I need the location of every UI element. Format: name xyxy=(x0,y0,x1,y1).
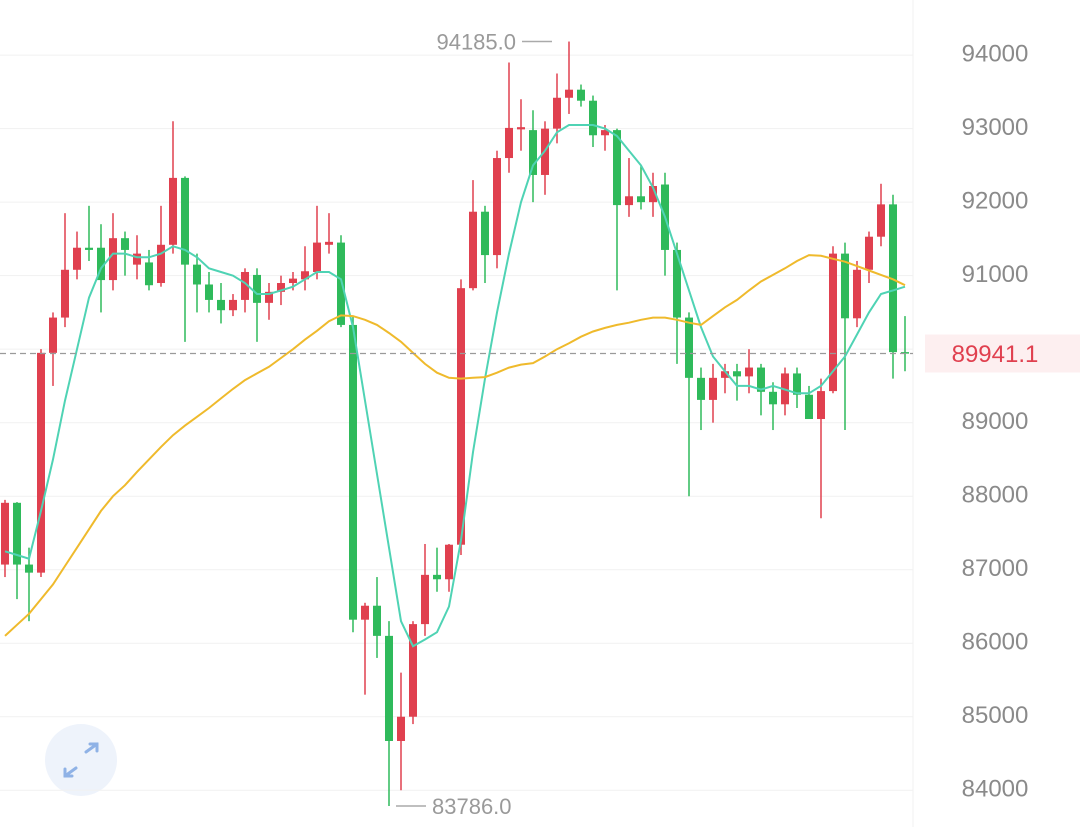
candle-body xyxy=(709,377,717,400)
candle-body xyxy=(817,391,825,420)
last-price-badge xyxy=(925,334,1080,373)
candle-body xyxy=(205,284,213,300)
candle-body xyxy=(49,317,57,353)
candle-body xyxy=(13,502,21,565)
candle-body xyxy=(865,236,873,270)
y-tick-label: 87000 xyxy=(962,555,1029,582)
candle-body xyxy=(97,247,105,281)
candle-body xyxy=(637,196,645,203)
candle-body xyxy=(733,371,741,377)
candle-body xyxy=(589,100,597,136)
candle-body xyxy=(121,238,129,250)
low-marker-label: 83786.0 xyxy=(432,794,512,819)
candle-body xyxy=(457,288,465,545)
expand-icon[interactable] xyxy=(63,742,99,778)
candle-body xyxy=(565,89,573,98)
candle-body xyxy=(649,185,657,203)
candle-body xyxy=(613,130,621,206)
moving-average-line xyxy=(4,124,906,648)
y-tick-label: 88000 xyxy=(962,482,1029,509)
candle-body xyxy=(493,158,501,256)
candle-body xyxy=(721,371,729,378)
candle-body xyxy=(673,249,681,318)
candle-body xyxy=(85,247,93,250)
candle-body xyxy=(289,278,297,284)
y-tick-label: 91000 xyxy=(962,261,1029,288)
candle-body xyxy=(145,262,153,286)
candle-body xyxy=(229,299,237,311)
candle-body xyxy=(601,130,609,136)
candle-body xyxy=(361,605,369,620)
y-tick-label: 94000 xyxy=(962,40,1029,67)
candle-body xyxy=(805,394,813,420)
y-tick-label: 86000 xyxy=(962,629,1029,656)
candle-body xyxy=(697,377,705,400)
last-price-label: 89941.1 xyxy=(952,341,1039,368)
expand-button[interactable] xyxy=(45,724,117,796)
candle-body xyxy=(421,574,429,625)
candle-body xyxy=(469,211,477,289)
candle-body xyxy=(409,624,417,717)
candle-body xyxy=(481,211,489,256)
candle-body xyxy=(241,271,249,300)
grid xyxy=(0,54,913,791)
candle-body xyxy=(313,242,321,272)
y-tick-label: 84000 xyxy=(962,776,1029,803)
candle-body xyxy=(349,324,357,620)
candle-body xyxy=(505,127,513,159)
candle-body xyxy=(853,269,861,319)
candle-body xyxy=(517,127,525,130)
candle-body xyxy=(901,352,909,354)
candle-body xyxy=(385,635,393,741)
candle-body xyxy=(529,130,537,175)
candle-body xyxy=(265,291,273,303)
candle-body xyxy=(877,204,885,237)
candle-body xyxy=(793,373,801,395)
candle-body xyxy=(301,271,309,280)
y-tick-label: 85000 xyxy=(962,702,1029,729)
y-tick-label: 93000 xyxy=(962,114,1029,141)
candle-body xyxy=(745,367,753,377)
candle-body xyxy=(445,544,453,580)
candle-body xyxy=(337,242,345,325)
moving-average-line xyxy=(4,254,906,637)
candle-body xyxy=(61,269,69,318)
y-tick-label: 89000 xyxy=(962,408,1029,435)
candle-body xyxy=(685,317,693,378)
candle-body xyxy=(433,574,441,580)
candle-body xyxy=(181,177,189,265)
candle-body xyxy=(829,253,837,392)
candle-body xyxy=(769,391,777,405)
candle-body xyxy=(373,605,381,636)
y-tick-label: 92000 xyxy=(962,187,1029,214)
high-marker-label: 94185.0 xyxy=(436,29,516,54)
candle-body xyxy=(37,352,45,573)
candle-body xyxy=(277,283,285,292)
candle-body xyxy=(217,299,225,311)
candle-body xyxy=(109,238,117,281)
candle-body xyxy=(325,241,333,245)
candle-body xyxy=(133,253,141,265)
candle-body xyxy=(73,247,81,270)
candle-body xyxy=(169,177,177,245)
candles xyxy=(1,41,909,806)
candle-body xyxy=(253,274,261,303)
candle-body xyxy=(397,716,405,741)
candle-body xyxy=(1,502,9,565)
expand-button-bg[interactable] xyxy=(45,724,117,796)
candle-body xyxy=(193,264,201,285)
candle-body xyxy=(157,244,165,284)
candle-body xyxy=(625,196,633,206)
candle-body xyxy=(757,367,765,392)
candle-body xyxy=(841,253,849,319)
candle-body xyxy=(25,564,33,573)
candle-body xyxy=(577,89,585,101)
candle-body xyxy=(553,97,561,129)
